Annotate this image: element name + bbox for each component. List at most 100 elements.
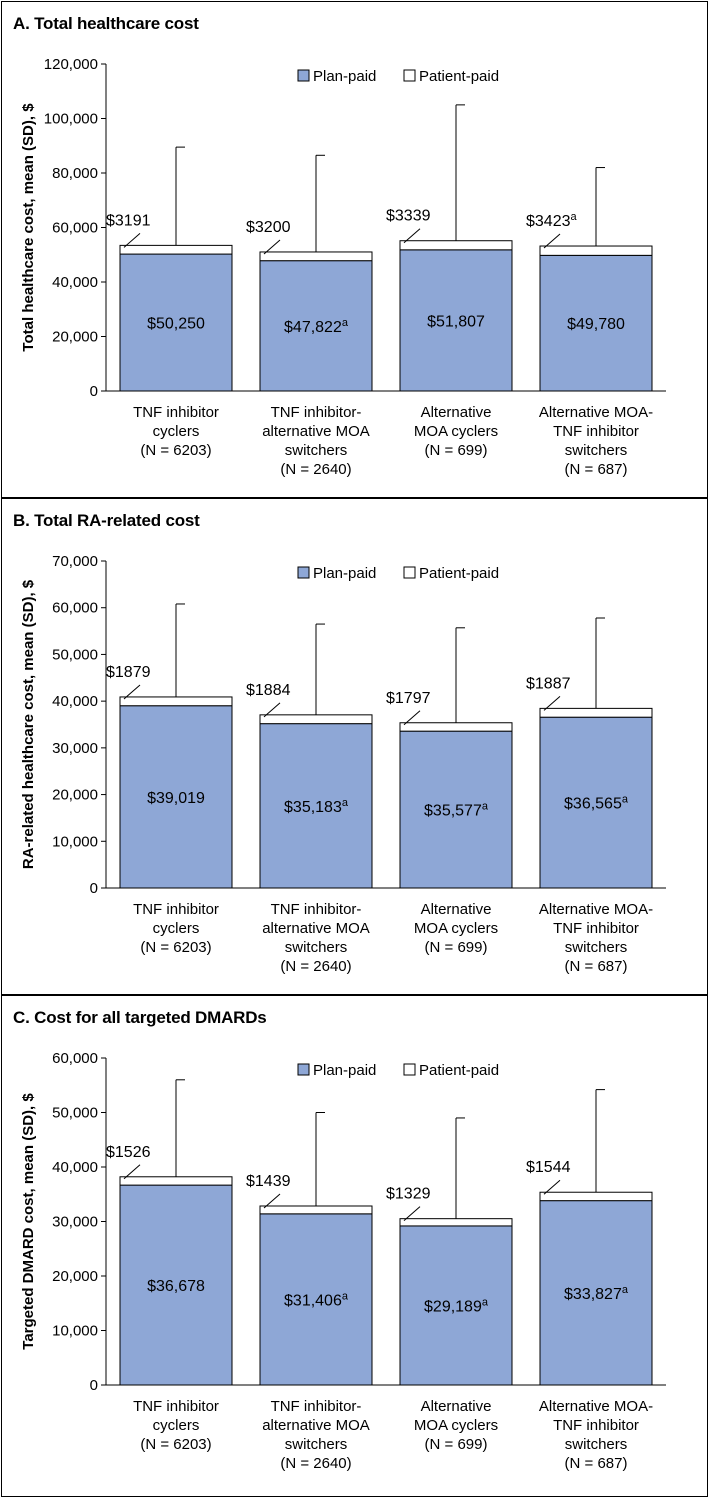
x-tick-label: (N = 2640) (280, 1455, 351, 1472)
x-tick-label: (N = 6203) (140, 1436, 211, 1453)
y-tick-label: 20,000 (52, 329, 98, 346)
x-tick-label: TNF inhibitor (553, 1417, 639, 1434)
data-label-patient-paid: $1884 (246, 682, 291, 699)
x-tick-label: Alternative MOA- (539, 901, 653, 918)
bar-patient-paid (259, 714, 373, 725)
data-label-plan-paid: $33,827a (564, 1284, 629, 1303)
bar-plan-paid (539, 254, 653, 392)
data-label-plan-paid: $36,565a (564, 794, 629, 813)
leader-line (263, 239, 281, 255)
leader-line (263, 702, 281, 718)
y-tick-label: 10,000 (52, 1323, 98, 1340)
y-tick-label: 0 (90, 880, 98, 897)
x-tick-label: (N = 699) (425, 939, 488, 956)
bar-plan-paid (399, 730, 513, 889)
y-tick-label: 0 (90, 383, 98, 400)
x-tick-label: switchers (285, 1436, 348, 1453)
y-tick-label: 50,000 (52, 646, 98, 663)
legend-swatch-patient-paid (403, 1063, 416, 1076)
x-tick-label: (N = 2640) (280, 958, 351, 975)
x-tick-label: MOA cyclers (414, 920, 498, 937)
legend-label-patient-paid: Patient-paid (419, 565, 499, 582)
bar-patient-paid (539, 245, 653, 256)
x-tick-label: (N = 699) (425, 1436, 488, 1453)
panel-a: A. Total healthcare cost 0 20,000 40,000 60… (1, 1, 708, 498)
x-tick-label: TNF inhibitor- (271, 1398, 362, 1415)
y-tick-label: 40,000 (52, 693, 98, 710)
x-tick-label: cyclers (153, 920, 200, 937)
x-tick-label: cyclers (153, 1417, 200, 1434)
x-tick-label: alternative MOA (262, 1417, 370, 1434)
x-tick-label: (N = 687) (565, 461, 628, 478)
x-tick-label: (N = 687) (565, 958, 628, 975)
x-tick-label: switchers (285, 939, 348, 956)
y-tick-label: 100,000 (44, 111, 98, 128)
bar-plan-paid (259, 723, 373, 889)
bar-patient-paid (399, 1218, 513, 1227)
y-tick-label: 30,000 (52, 740, 98, 757)
bar-plan-paid (259, 1213, 373, 1386)
leader-line (543, 233, 561, 249)
bar-patient-paid (119, 1176, 233, 1186)
bar-patient-paid (119, 244, 233, 255)
leader-line (123, 684, 141, 700)
panel-title: C. Cost for all targeted DMARDs (13, 1008, 267, 1027)
bar-patient-paid (259, 1205, 373, 1215)
panel-title: B. Total RA-related cost (13, 511, 200, 530)
data-label-plan-paid: $49,780 (567, 316, 625, 333)
x-tick-label: (N = 699) (425, 442, 488, 459)
bar-patient-paid (399, 240, 513, 251)
y-axis-label: Targeted DMARD cost, mean (SD), $ (20, 1093, 37, 1350)
y-tick-label: 60,000 (52, 600, 98, 617)
data-label-plan-paid: $47,822a (284, 317, 349, 336)
x-tick-label: alternative MOA (262, 423, 370, 440)
x-tick-label: Alternative (421, 404, 492, 421)
x-tick-label: switchers (565, 939, 628, 956)
data-label-patient-paid: $3191 (106, 212, 151, 229)
bar-plan-paid (399, 1225, 513, 1386)
data-label-patient-paid: $1879 (106, 664, 151, 681)
y-tick-label: 50,000 (52, 1105, 98, 1122)
data-label-patient-paid: $1329 (386, 1186, 431, 1203)
data-label-plan-paid: $51,807 (427, 313, 485, 330)
y-tick-label: 40,000 (52, 274, 98, 291)
legend-label-plan-paid: Plan-paid (313, 565, 376, 582)
leader-line (403, 1206, 421, 1222)
x-tick-label: switchers (285, 442, 348, 459)
data-label-patient-paid: $1526 (106, 1144, 151, 1161)
x-tick-label: TNF inhibitor (553, 423, 639, 440)
legend-swatch-plan-paid (297, 566, 310, 579)
x-tick-label: MOA cyclers (414, 1417, 498, 1434)
panel-c: C. Cost for all targeted DMARDs 0 10,000 2… (1, 995, 708, 1497)
panel-b: B. Total RA-related cost 0 10,000 20,000 30… (1, 498, 708, 995)
chart-ra-related-cost: 0 10,000 20,000 30,000 40,000 50,000 60,000 70,… (20, 553, 666, 975)
y-tick-label: 20,000 (52, 787, 98, 804)
legend-label-plan-paid: Plan-paid (313, 1062, 376, 1079)
bar-plan-paid (119, 1184, 233, 1386)
bar-plan-paid (399, 249, 513, 392)
bar-patient-paid (259, 251, 373, 262)
y-axis-label: Total healthcare cost, mean (SD), $ (20, 103, 37, 352)
x-tick-label: (N = 687) (565, 1455, 628, 1472)
x-tick-label: Alternative MOA- (539, 404, 653, 421)
x-tick-label: TNF inhibitor- (271, 901, 362, 918)
x-tick-label: (N = 6203) (140, 939, 211, 956)
bar-plan-paid (259, 260, 373, 392)
legend-label-plan-paid: Plan-paid (313, 68, 376, 85)
x-tick-label: (N = 6203) (140, 442, 211, 459)
y-tick-label: 120,000 (44, 56, 98, 73)
leader-line (403, 710, 421, 726)
legend-swatch-plan-paid (297, 69, 310, 82)
leader-line (123, 232, 141, 248)
x-tick-label: TNF inhibitor (133, 1398, 219, 1415)
legend-swatch-patient-paid (403, 566, 416, 579)
x-tick-label: Alternative (421, 901, 492, 918)
data-label-plan-paid: $39,019 (147, 790, 205, 807)
legend-swatch-plan-paid (297, 1063, 310, 1076)
x-tick-label: alternative MOA (262, 920, 370, 937)
y-tick-label: 10,000 (52, 833, 98, 850)
y-axis-label: RA-related healthcare cost, mean (SD), $ (20, 579, 37, 869)
leader-line (263, 1193, 281, 1209)
x-tick-label: (N = 2640) (280, 461, 351, 478)
bar-patient-paid (539, 1191, 653, 1202)
